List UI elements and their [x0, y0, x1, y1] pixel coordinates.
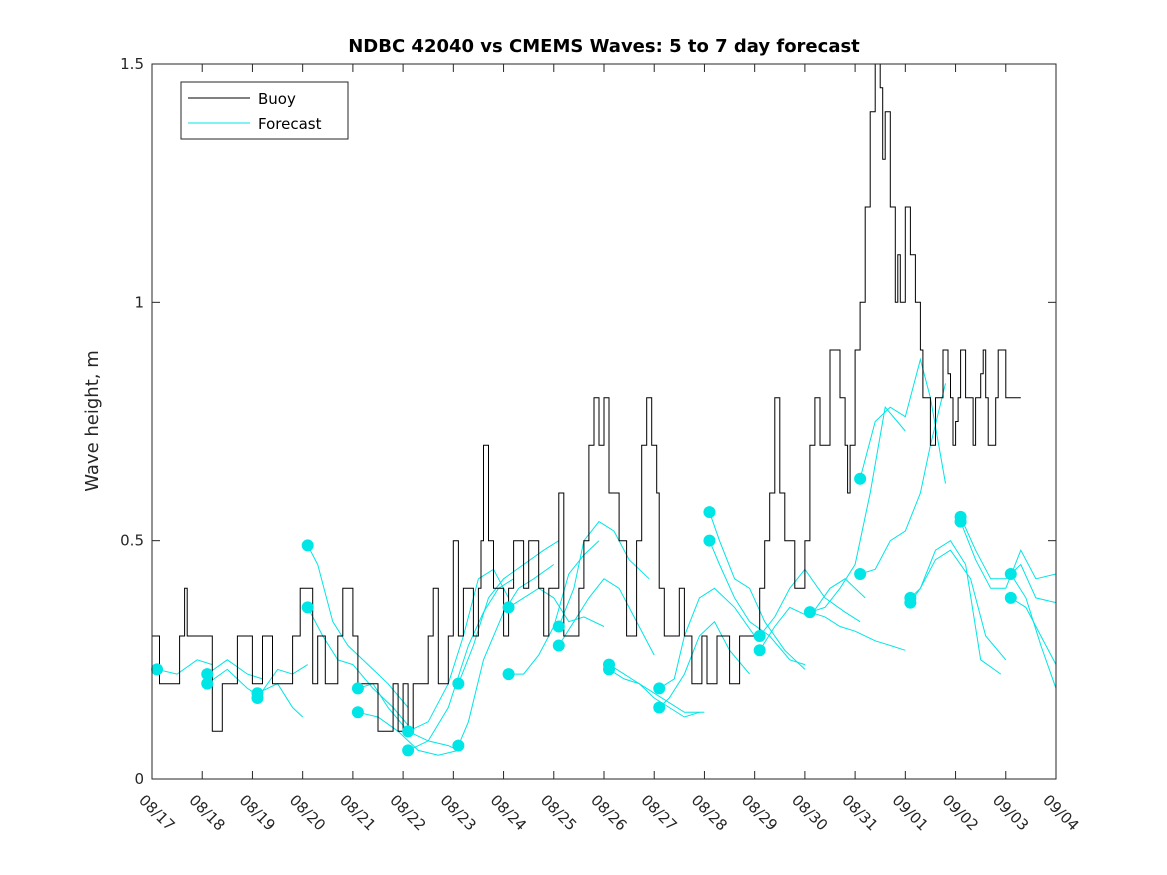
- y-axis-label: Wave height, m: [82, 350, 103, 491]
- legend-box: [180, 81, 349, 140]
- legend: Buoy Forecast: [180, 81, 349, 140]
- forecast-marker: [1004, 591, 1017, 604]
- forecast-line-25: [809, 406, 906, 613]
- forecast-marker: [502, 601, 515, 614]
- forecast-marker: [653, 701, 666, 714]
- forecast-marker: [904, 596, 917, 609]
- y-tick-label: 1: [134, 293, 144, 311]
- forecast-line-31: [960, 516, 1056, 604]
- forecast-line-30: [909, 549, 1007, 661]
- y-tick-label: 0: [134, 770, 144, 788]
- forecast-marker: [402, 725, 415, 738]
- forecast-marker: [351, 706, 364, 719]
- legend-label-buoy: Buoy: [258, 90, 296, 108]
- forecast-marker: [402, 744, 415, 757]
- forecast-marker: [653, 682, 666, 695]
- forecast-marker: [603, 663, 616, 676]
- plot-frame: [151, 63, 1057, 780]
- legend-label-forecast: Forecast: [258, 115, 322, 133]
- forecast-marker: [854, 472, 867, 485]
- forecast-line-0: [156, 659, 213, 675]
- forecast-marker: [803, 606, 816, 619]
- forecast-marker: [452, 677, 465, 690]
- forecast-line-15: [558, 520, 650, 627]
- forecast-marker: [201, 668, 214, 681]
- forecast-marker: [753, 630, 766, 642]
- buoy-series: [152, 64, 1021, 732]
- forecast-line-19: [658, 587, 756, 689]
- forecast-marker: [301, 539, 314, 552]
- forecast-line-8: [357, 711, 459, 756]
- forecast-marker: [351, 682, 364, 695]
- forecast-line-17: [608, 664, 705, 713]
- forecast-marker: [502, 668, 515, 681]
- forecast-marker: [201, 677, 214, 690]
- y-tick-label: 0.5: [120, 532, 144, 550]
- y-tick-label: 1.5: [120, 55, 144, 73]
- forecast-marker: [954, 515, 967, 528]
- forecast-marker: [301, 601, 314, 614]
- forecast-markers: [151, 472, 1017, 757]
- forecast-line-18: [608, 668, 700, 718]
- forecast-line-11: [457, 540, 560, 684]
- chart-title: NDBC 42040 vs CMEMS Waves: 5 to 7 day fo…: [348, 36, 860, 57]
- forecast-marker: [452, 739, 465, 752]
- forecast-marker: [854, 568, 867, 581]
- forecast-line-34: [1010, 597, 1056, 665]
- forecast-marker: [753, 644, 766, 657]
- forecast-marker: [703, 534, 716, 547]
- forecast-marker: [1004, 568, 1017, 581]
- forecast-marker: [151, 663, 164, 676]
- forecast-marker: [552, 620, 565, 633]
- forecast-line-3: [257, 683, 304, 718]
- forecast-line-16: [558, 578, 655, 656]
- forecast-line-21: [709, 511, 806, 670]
- forecast-marker: [703, 506, 716, 519]
- forecast-line-13: [508, 587, 605, 627]
- forecast-line-4: [257, 664, 308, 699]
- forecast-marker: [552, 639, 565, 652]
- forecast-line-32: [960, 521, 1056, 589]
- forecast-marker: [251, 691, 264, 704]
- buoy-line: [152, 64, 1021, 732]
- forecast-line-26: [809, 611, 906, 651]
- y-axis-tick-labels: 0 0.5 1 1.5: [120, 55, 144, 788]
- forecast-line-5: [307, 545, 409, 708]
- forecast-line-22: [709, 540, 806, 666]
